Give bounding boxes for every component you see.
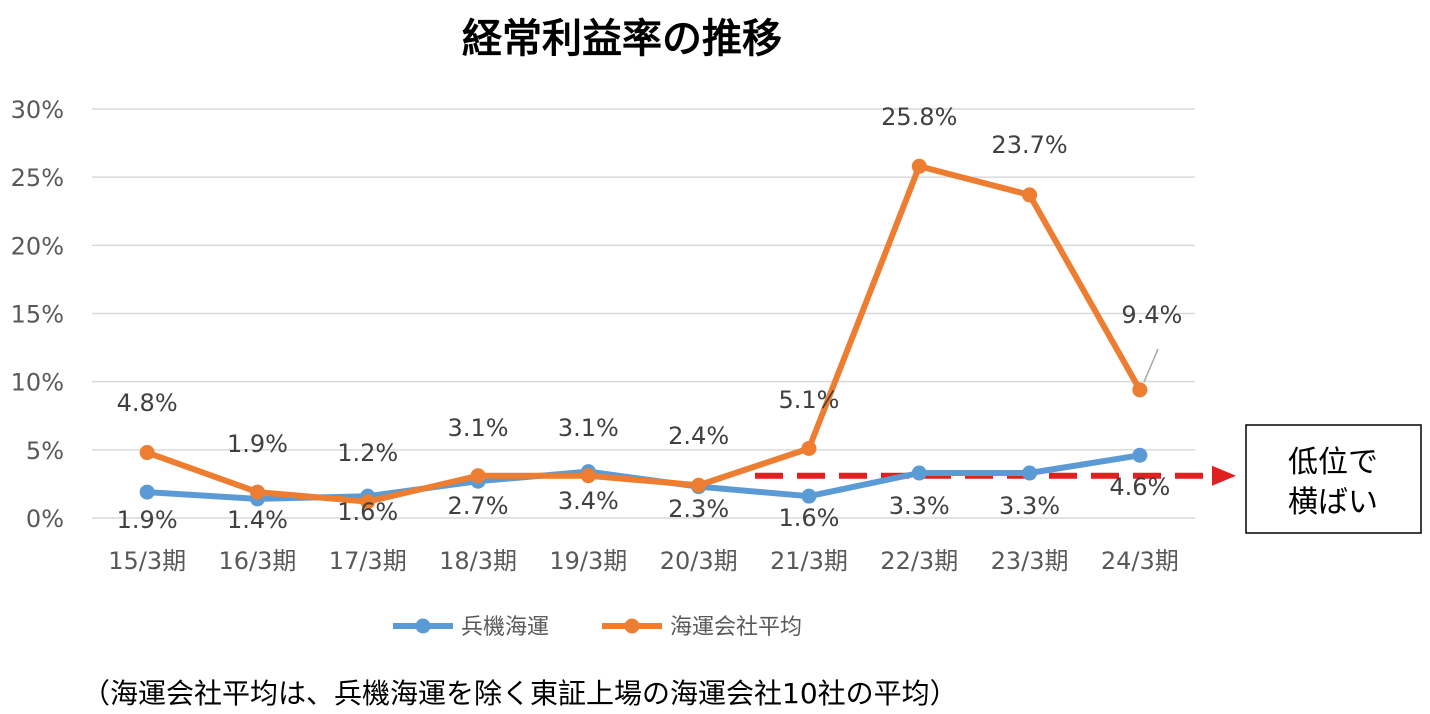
data-label: 4.6% bbox=[1109, 473, 1170, 501]
y-tick-label: 0% bbox=[26, 505, 64, 533]
data-label: 3.4% bbox=[558, 487, 619, 515]
legend-marker bbox=[415, 618, 431, 634]
data-label: 2.3% bbox=[668, 495, 729, 523]
data-label: 3.3% bbox=[999, 492, 1060, 520]
legend-marker bbox=[624, 618, 640, 634]
data-point bbox=[1132, 447, 1148, 463]
data-label: 5.1% bbox=[778, 386, 839, 414]
data-label: 1.4% bbox=[227, 506, 288, 534]
y-tick-label: 25% bbox=[11, 164, 64, 192]
data-point bbox=[1132, 382, 1148, 398]
data-label: 4.8% bbox=[117, 389, 178, 417]
data-label: 9.4% bbox=[1121, 301, 1182, 329]
x-tick-label: 23/3期 bbox=[991, 547, 1069, 575]
y-tick-label: 10% bbox=[11, 369, 64, 397]
data-label: 25.8% bbox=[881, 103, 957, 131]
data-label: 1.2% bbox=[337, 439, 398, 467]
x-tick-label: 19/3期 bbox=[549, 547, 627, 575]
y-tick-label: 5% bbox=[26, 437, 64, 465]
x-tick-label: 24/3期 bbox=[1101, 547, 1179, 575]
data-point bbox=[1022, 187, 1038, 203]
data-label: 2.7% bbox=[448, 492, 509, 520]
series-line bbox=[146, 163, 1143, 505]
annotation-text: 横ばい bbox=[1288, 485, 1378, 520]
data-point bbox=[249, 484, 265, 500]
data-point bbox=[801, 488, 817, 504]
x-axis-ticks: 15/3期 16/3期 17/3期 18/3期 19/3期 20/3期 21/3期 22/3期… bbox=[108, 547, 1179, 575]
data-point bbox=[470, 468, 486, 484]
data-point bbox=[360, 494, 376, 510]
y-tick-label: 15% bbox=[11, 301, 64, 329]
data-label: 2.4% bbox=[668, 422, 729, 450]
data-labels: 1.9% 1.4% 1.6% 2.7% 3.4% 2.3% 1.6% 3.3% 3.3% 4.6%… bbox=[117, 103, 1183, 534]
data-point bbox=[691, 477, 707, 493]
legend: 兵機海運 海運会社平均 bbox=[393, 615, 802, 640]
series-lines bbox=[139, 158, 1148, 510]
data-point bbox=[580, 468, 596, 484]
data-point bbox=[1022, 465, 1038, 481]
legend-label: 海運会社平均 bbox=[670, 615, 802, 640]
x-tick-label: 21/3期 bbox=[770, 547, 848, 575]
data-label: 1.6% bbox=[778, 504, 839, 532]
data-label: 1.9% bbox=[227, 430, 288, 458]
x-tick-label: 22/3期 bbox=[880, 547, 958, 575]
x-tick-label: 20/3期 bbox=[660, 547, 738, 575]
y-axis-ticks: 0% 5% 10% 15% 20% 25% 30% bbox=[11, 96, 64, 533]
data-label: 1.6% bbox=[337, 498, 398, 526]
x-tick-label: 17/3期 bbox=[329, 547, 407, 575]
data-point bbox=[911, 465, 927, 481]
label-leader-line bbox=[1143, 348, 1159, 383]
footnote: （海運会社平均は、兵機海運を除く東証上場の海運会社10社の平均） bbox=[82, 677, 958, 710]
y-tick-label: 20% bbox=[11, 232, 64, 260]
chart-title: 経常利益率の推移 bbox=[462, 16, 782, 62]
data-label: 1.9% bbox=[117, 506, 178, 534]
x-tick-label: 16/3期 bbox=[218, 547, 296, 575]
data-point bbox=[911, 158, 927, 174]
annotation-box bbox=[1245, 424, 1422, 534]
trend-arrow-head bbox=[1212, 465, 1236, 486]
data-label: 23.7% bbox=[991, 131, 1067, 159]
data-label: 3.1% bbox=[558, 414, 619, 442]
gridlines bbox=[92, 108, 1195, 519]
data-point bbox=[801, 440, 817, 456]
annotation-text: 低位で bbox=[1288, 445, 1378, 480]
data-point bbox=[139, 484, 155, 500]
data-label: 3.1% bbox=[448, 414, 509, 442]
data-label: 3.3% bbox=[889, 492, 950, 520]
x-tick-label: 15/3期 bbox=[108, 547, 186, 575]
y-tick-label: 30% bbox=[11, 96, 64, 124]
data-point bbox=[139, 445, 155, 461]
legend-label: 兵機海運 bbox=[461, 615, 549, 640]
x-tick-label: 18/3期 bbox=[439, 547, 517, 575]
